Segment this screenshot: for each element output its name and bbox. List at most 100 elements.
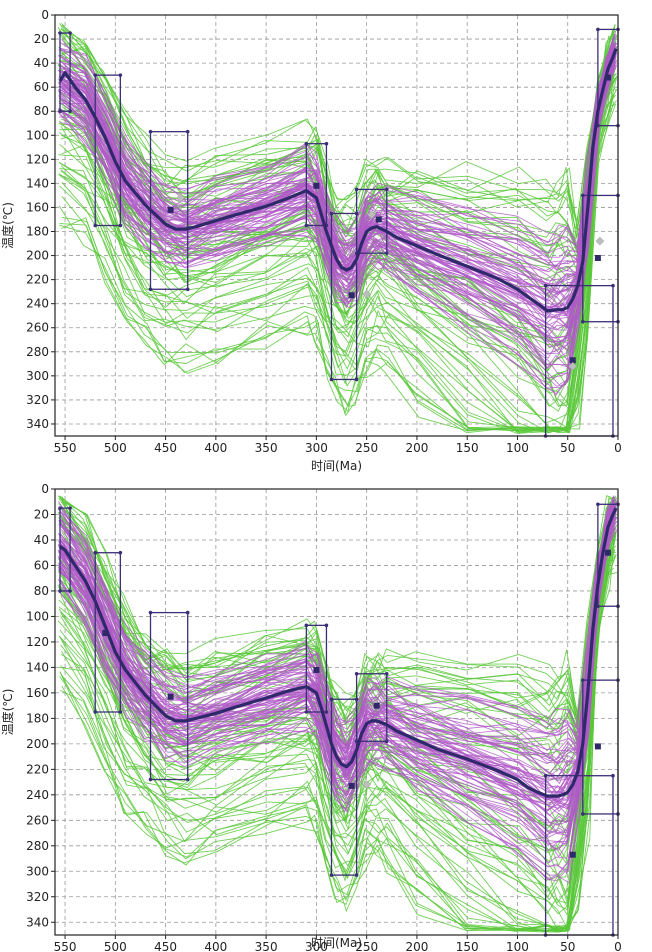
box-corner bbox=[93, 73, 98, 77]
box-corner bbox=[324, 141, 329, 146]
box-corner bbox=[68, 31, 72, 35]
y-tick-label: 240 bbox=[26, 788, 49, 802]
x-tick-label: 350 bbox=[255, 441, 278, 455]
model-path bbox=[61, 100, 617, 431]
x-tick-label: 550 bbox=[54, 441, 77, 455]
y-tick-label: 320 bbox=[26, 890, 49, 904]
model-path bbox=[61, 497, 616, 731]
y-tick-label: 140 bbox=[26, 176, 49, 190]
box-corner bbox=[148, 287, 153, 292]
data-point bbox=[102, 629, 109, 636]
data-point bbox=[568, 361, 578, 371]
y-tick-label: 120 bbox=[26, 635, 49, 649]
model-path bbox=[61, 75, 618, 434]
model-path bbox=[61, 554, 617, 932]
box-corner bbox=[148, 610, 153, 615]
box-corner bbox=[148, 777, 153, 782]
y-tick-label: 260 bbox=[26, 321, 49, 335]
box-corner bbox=[581, 678, 585, 682]
constraint-box bbox=[305, 143, 328, 227]
model-path bbox=[59, 498, 614, 763]
x-tick-label: 300 bbox=[305, 940, 328, 952]
box-corner bbox=[329, 697, 334, 702]
x-tick-label: 250 bbox=[355, 441, 378, 455]
model-path bbox=[60, 511, 618, 754]
model-path bbox=[60, 55, 616, 370]
y-tick-label: 160 bbox=[26, 686, 49, 700]
box-corner bbox=[329, 211, 334, 216]
y-tick-label: 140 bbox=[26, 660, 49, 674]
y-tick-label: 120 bbox=[26, 152, 49, 166]
box-corner bbox=[596, 27, 600, 32]
x-tick-label: 500 bbox=[104, 441, 127, 455]
y-tick-label: 260 bbox=[26, 813, 49, 827]
y-tick-label: 280 bbox=[26, 839, 49, 853]
model-path bbox=[60, 534, 617, 933]
box-corner bbox=[324, 623, 329, 628]
box-corner bbox=[581, 319, 585, 324]
data-point bbox=[594, 743, 601, 750]
model-path bbox=[60, 500, 615, 729]
data-point bbox=[348, 292, 355, 299]
x-tick-label: 0 bbox=[614, 940, 622, 952]
plot-frame bbox=[54, 14, 619, 437]
constraint-box bbox=[355, 188, 388, 254]
constraint-box bbox=[94, 74, 121, 227]
box-corner bbox=[118, 710, 123, 714]
x-tick-label: 100 bbox=[506, 940, 529, 952]
model-path bbox=[59, 509, 618, 818]
box-corner bbox=[611, 283, 615, 288]
data-point bbox=[375, 216, 382, 223]
y-tick-label: 200 bbox=[26, 249, 49, 263]
box-corner bbox=[384, 671, 389, 676]
x-tick-label: 100 bbox=[506, 441, 529, 455]
data-point bbox=[604, 549, 611, 556]
box-corner bbox=[354, 873, 359, 877]
box-corner bbox=[58, 31, 62, 35]
model-path bbox=[57, 506, 617, 749]
y-tick-label: 60 bbox=[34, 558, 49, 572]
data-point bbox=[362, 780, 372, 789]
data-point bbox=[348, 782, 355, 789]
y-tick-label: 340 bbox=[26, 417, 49, 431]
x-tick-label: 200 bbox=[405, 940, 428, 952]
constraint-box bbox=[59, 32, 71, 112]
box-corner bbox=[354, 671, 359, 676]
box-corner bbox=[581, 193, 585, 198]
model-path bbox=[61, 93, 615, 432]
y-tick-label: 180 bbox=[26, 711, 49, 725]
data-point bbox=[373, 702, 380, 709]
model-path bbox=[61, 506, 615, 741]
box-corner bbox=[329, 873, 334, 877]
y-tick-label: 80 bbox=[34, 584, 49, 598]
x-tick-label: 0 bbox=[614, 441, 622, 455]
x-axis-label: 时间(Ma) bbox=[311, 936, 362, 950]
x-tick-label: 50 bbox=[560, 940, 575, 952]
x-tick-label: 400 bbox=[204, 940, 227, 952]
model-path bbox=[59, 56, 615, 366]
box-corner bbox=[384, 187, 389, 192]
model-path bbox=[60, 63, 615, 433]
model-path bbox=[60, 47, 616, 343]
data-point bbox=[569, 851, 576, 858]
box-corner bbox=[118, 223, 123, 228]
chart-panel-1: 550 500 450 400 350 300 250 200 150 100 50 00204060… bbox=[0, 8, 622, 473]
box-corner bbox=[148, 129, 153, 134]
data-point bbox=[176, 193, 186, 203]
box-corner bbox=[93, 550, 98, 555]
y-tick-label: 160 bbox=[26, 200, 49, 214]
model-path bbox=[61, 502, 617, 719]
constraint-boxes bbox=[58, 27, 620, 438]
box-corner bbox=[384, 251, 389, 255]
y-tick-label: 240 bbox=[26, 297, 49, 311]
box-corner bbox=[58, 506, 62, 510]
box-corner bbox=[304, 141, 309, 146]
y-tick-label: 80 bbox=[34, 104, 49, 118]
model-path bbox=[61, 49, 616, 285]
mean-path bbox=[58, 48, 618, 313]
constraint-box bbox=[149, 611, 189, 781]
box-corner bbox=[384, 739, 389, 744]
box-corner bbox=[354, 187, 359, 192]
box-corner bbox=[596, 502, 600, 507]
